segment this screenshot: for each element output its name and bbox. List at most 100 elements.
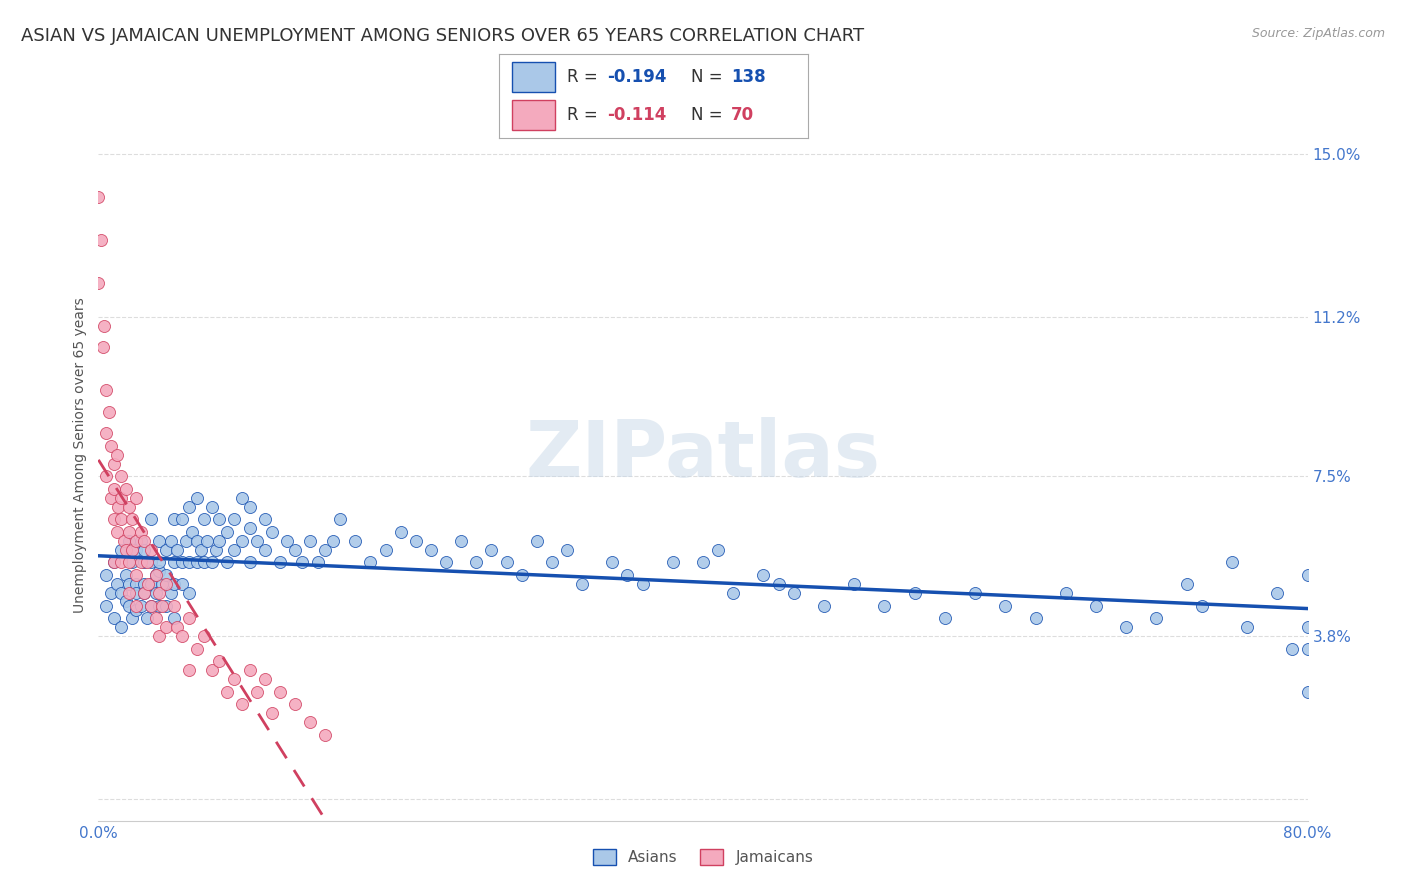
Point	[135, 556, 157, 570]
Point	[110, 542, 132, 557]
Point	[844, 577, 866, 591]
Point	[141, 556, 163, 570]
Point	[148, 599, 170, 613]
Point	[112, 533, 135, 548]
Point	[1144, 611, 1167, 625]
Point	[103, 611, 125, 625]
Point	[129, 599, 152, 613]
Point	[1267, 585, 1289, 599]
Point	[215, 525, 238, 540]
Point	[571, 577, 593, 591]
Point	[94, 599, 117, 613]
Point	[118, 577, 141, 591]
Text: R =: R =	[567, 68, 603, 86]
Point	[94, 469, 117, 483]
Point	[114, 483, 136, 497]
Point	[253, 512, 276, 526]
Point	[145, 568, 167, 582]
Point	[224, 542, 246, 557]
Text: ZIPatlas: ZIPatlas	[526, 417, 880, 493]
Bar	[512, 100, 555, 130]
Point	[186, 641, 208, 656]
Point	[631, 577, 654, 591]
Point	[114, 568, 136, 582]
Text: R =: R =	[567, 106, 603, 124]
Point	[1191, 599, 1213, 613]
Point	[170, 512, 193, 526]
Point	[150, 599, 173, 613]
Point	[132, 556, 155, 570]
Point	[752, 568, 775, 582]
Point	[783, 585, 806, 599]
Point	[118, 533, 141, 548]
Point	[155, 542, 177, 557]
Point	[291, 556, 314, 570]
Point	[118, 556, 141, 570]
Point	[90, 233, 112, 247]
Point	[110, 556, 132, 570]
Point	[148, 533, 170, 548]
Text: Source: ZipAtlas.com: Source: ZipAtlas.com	[1251, 27, 1385, 40]
Point	[170, 556, 193, 570]
Point	[768, 577, 790, 591]
Point	[262, 525, 284, 540]
Point	[103, 556, 125, 570]
Text: N =: N =	[690, 68, 728, 86]
Point	[105, 448, 128, 462]
Point	[160, 533, 183, 548]
Point	[148, 629, 170, 643]
Point	[132, 577, 155, 591]
Point	[420, 542, 443, 557]
Point	[1281, 641, 1303, 656]
Point	[145, 611, 167, 625]
Text: N =: N =	[690, 106, 728, 124]
Point	[87, 190, 110, 204]
Y-axis label: Unemployment Among Seniors over 65 years: Unemployment Among Seniors over 65 years	[73, 297, 87, 613]
Point	[239, 521, 262, 535]
Point	[495, 556, 517, 570]
Point	[179, 500, 201, 514]
Point	[1296, 620, 1319, 634]
Point	[87, 276, 110, 290]
Point	[239, 500, 262, 514]
Point	[110, 512, 132, 526]
Point	[934, 611, 956, 625]
Point	[179, 585, 201, 599]
Point	[481, 542, 503, 557]
Text: 70: 70	[731, 106, 754, 124]
Point	[299, 533, 322, 548]
Point	[93, 318, 115, 333]
Point	[465, 556, 488, 570]
Point	[201, 663, 224, 677]
Point	[904, 585, 927, 599]
Point	[314, 542, 336, 557]
Point	[91, 340, 114, 354]
Point	[121, 512, 143, 526]
Point	[262, 706, 284, 720]
Bar	[512, 62, 555, 92]
Point	[132, 533, 155, 548]
Point	[121, 542, 143, 557]
Point	[276, 533, 298, 548]
Point	[103, 457, 125, 471]
Point	[181, 525, 204, 540]
Point	[253, 672, 276, 686]
Point	[100, 439, 122, 453]
Point	[103, 512, 125, 526]
Point	[201, 556, 224, 570]
Point	[141, 542, 163, 557]
Point	[110, 620, 132, 634]
Point	[135, 611, 157, 625]
Point	[1085, 599, 1108, 613]
Point	[125, 542, 148, 557]
Point	[195, 533, 218, 548]
Point	[125, 491, 148, 505]
Point	[136, 577, 159, 591]
Point	[231, 533, 253, 548]
Legend: Asians, Jamaicans: Asians, Jamaicans	[586, 843, 820, 871]
Point	[246, 533, 269, 548]
Point	[148, 564, 170, 578]
Point	[100, 491, 122, 505]
Point	[322, 533, 344, 548]
Point	[1296, 684, 1319, 698]
